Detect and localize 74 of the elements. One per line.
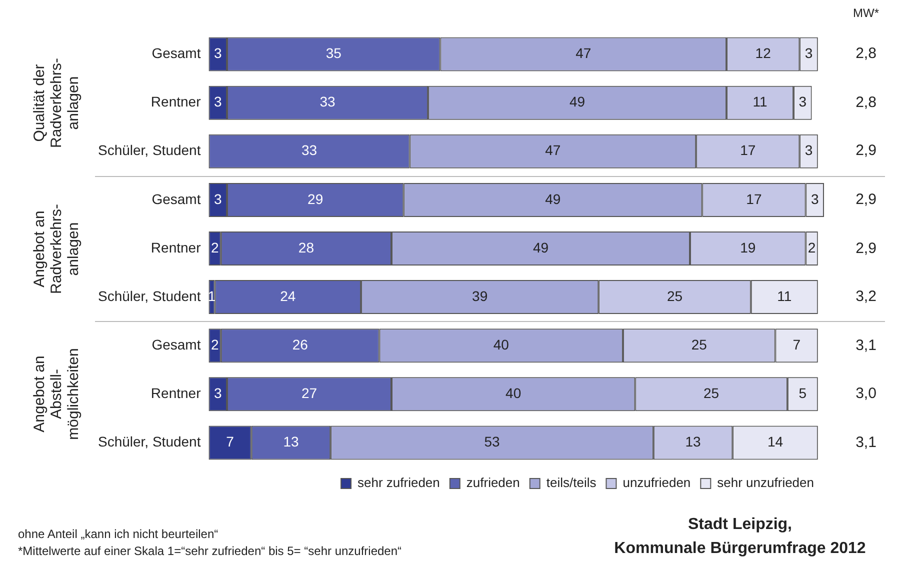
data-label: 47	[576, 45, 592, 62]
data-label: 7	[792, 336, 801, 352]
data-label: 11	[752, 94, 768, 110]
data-label: 19	[740, 239, 756, 256]
y-tick-label: Gesamt	[152, 336, 201, 352]
data-label: 17	[740, 142, 756, 158]
data-label: 3	[798, 94, 807, 110]
y-tick-label: Schüler, Student	[98, 434, 201, 450]
data-label: 3	[214, 385, 222, 402]
data-label: 13	[685, 434, 702, 450]
legend-label: teils/teils	[546, 475, 597, 490]
data-label: 2	[210, 336, 219, 352]
text: Stadt Leipzig,	[687, 516, 793, 534]
data-label: 12	[755, 45, 772, 62]
data-label: 17	[746, 190, 762, 207]
data-label: 5	[798, 385, 807, 402]
data-label: 26	[292, 336, 308, 352]
data-label: 25	[666, 288, 683, 304]
data-label: 25	[704, 385, 720, 402]
data-label: 39	[472, 288, 488, 304]
data-label: 3	[214, 45, 222, 62]
legend-label: unzufrieden	[622, 475, 691, 490]
text: 3,0	[854, 385, 878, 402]
text: *Mittelwerte auf einer Skala 1=“sehr zufrieden“ bis 5= “sehr unzufrieden“	[18, 544, 402, 558]
data-label: 40	[493, 336, 510, 352]
data-label: 49	[545, 190, 561, 207]
data-label: 7	[226, 434, 234, 450]
text: 3,2	[854, 288, 878, 306]
data-label: 14	[767, 434, 784, 450]
text: 3,1	[854, 336, 878, 354]
text: MW*	[852, 6, 880, 20]
text: Angebot an Abstell- möglichkeiten	[31, 347, 83, 442]
text: 2,9	[854, 142, 878, 160]
text: 2,9	[854, 240, 878, 256]
data-label: 28	[298, 239, 314, 256]
data-label: 49	[532, 239, 549, 256]
legend-label: sehr zufrieden	[358, 475, 440, 490]
y-tick-label: Rentner	[150, 94, 202, 110]
data-label: 11	[777, 288, 792, 304]
text: 2,8	[854, 45, 878, 62]
text: 2,9	[854, 190, 878, 208]
text: 2,8	[854, 94, 878, 111]
data-label: 40	[506, 385, 522, 402]
text: Angebot an Radverkehrs- anlagen	[31, 202, 83, 296]
legend-label: sehr unzufrieden	[717, 475, 814, 490]
data-label: 47	[545, 142, 561, 158]
data-label: 27	[301, 385, 318, 402]
data-label: 25	[691, 336, 708, 352]
data-label: 33	[301, 142, 318, 158]
y-tick-label: Gesamt	[152, 190, 201, 207]
text: 3,1	[854, 434, 878, 451]
data-label: 49	[569, 94, 586, 110]
data-label: 53	[484, 434, 500, 450]
data-label: 3	[810, 190, 819, 207]
legend-label: zufrieden	[466, 475, 520, 490]
data-label: 29	[308, 190, 324, 207]
y-tick-label: Gesamt	[152, 45, 201, 62]
data-label: 3	[214, 190, 222, 207]
y-tick-label: Schüler, Student	[98, 142, 201, 158]
data-label: 3	[214, 94, 222, 110]
y-tick-label: Rentner	[150, 385, 202, 402]
data-label: 24	[280, 288, 296, 304]
data-label: 2	[210, 239, 219, 256]
y-tick-label: Schüler, Student	[98, 288, 201, 304]
data-label: 3	[804, 45, 813, 62]
data-label: 33	[320, 94, 336, 110]
data-label: 35	[326, 45, 342, 62]
text: Qualität der Radverkehrs- anlagen	[31, 56, 83, 150]
y-tick-label: Rentner	[150, 239, 202, 256]
text: ohne Anteil „kann ich nicht beurteilen“	[18, 527, 218, 541]
data-label: 2	[808, 239, 816, 256]
data-label: 13	[283, 434, 299, 450]
text: Kommunale Bürgerumfrage 2012	[613, 540, 867, 558]
data-label: 3	[804, 142, 813, 158]
